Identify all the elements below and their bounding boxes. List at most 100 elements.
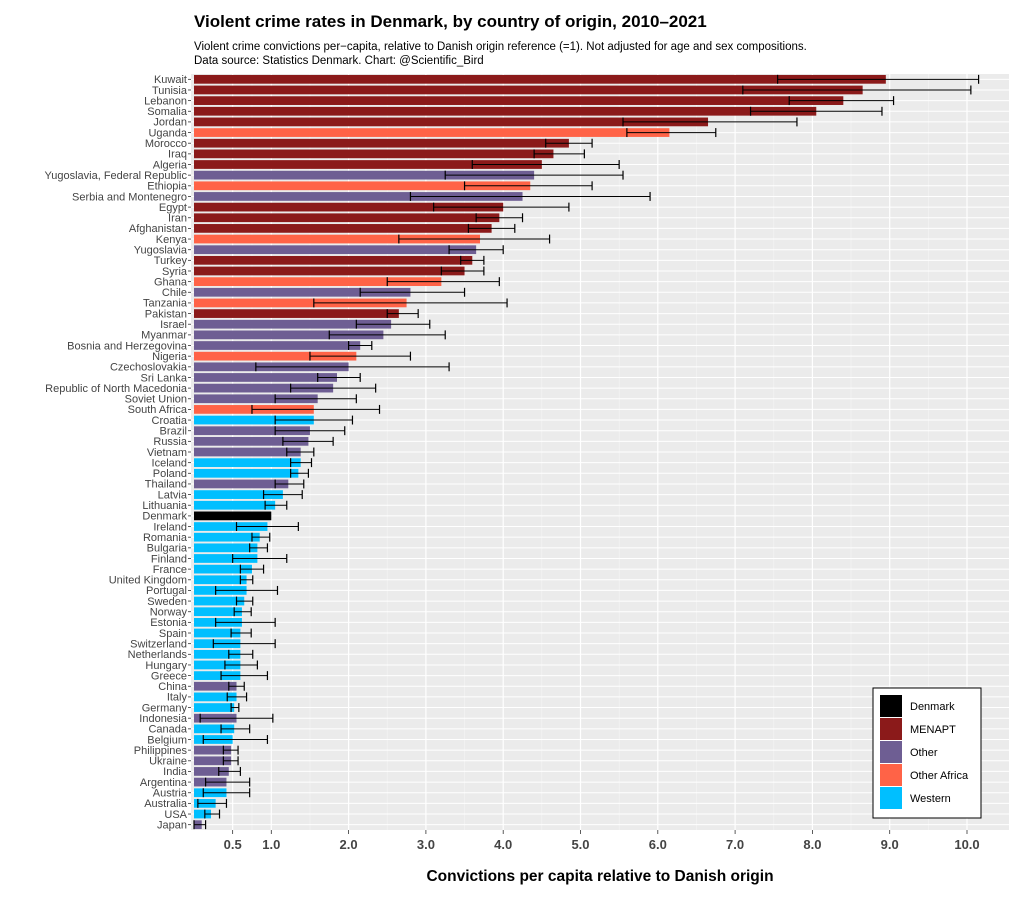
bar-germany — [194, 703, 235, 712]
y-tick-label: Turkey — [154, 255, 188, 267]
y-tick-label: United Kingdom — [109, 575, 187, 587]
y-tick-label: South Africa — [128, 404, 188, 416]
bar-ghana — [194, 277, 442, 286]
y-tick-label: Lebanon — [144, 95, 187, 107]
y-tick-label: Israel — [160, 319, 187, 331]
bar-chile — [194, 287, 411, 297]
y-tick-label: Denmark — [142, 511, 187, 523]
y-tick-label: Soviet Union — [125, 394, 187, 406]
bar-pakistan — [194, 309, 399, 318]
y-tick-label: Russia — [153, 436, 188, 448]
x-tick-label: 3.0 — [417, 837, 435, 852]
y-tick-label: India — [163, 766, 188, 778]
bar-romania — [194, 532, 260, 542]
y-tick-label: Iraq — [168, 149, 187, 161]
legend-label: MENAPT — [910, 724, 956, 736]
y-tick-label: Nigeria — [152, 351, 188, 363]
y-tick-label: Pakistan — [145, 308, 187, 320]
y-tick-label: Portugal — [146, 585, 187, 597]
bar-somalia — [194, 106, 817, 116]
bar-morocco — [194, 138, 569, 148]
y-tick-label: Lithuania — [142, 500, 188, 512]
y-tick-label: Thailand — [145, 479, 187, 491]
bar-thailand — [194, 479, 289, 489]
y-tick-label: Iceland — [152, 457, 187, 469]
y-tick-label: Philippines — [134, 745, 188, 757]
y-tick-label: Romania — [143, 532, 188, 544]
bar-yugoslavia — [194, 245, 477, 255]
bar-netherlands — [194, 649, 241, 659]
bar-nigeria — [194, 351, 357, 361]
y-tick-label: Ireland — [153, 521, 187, 533]
x-tick-label: 10.0 — [954, 837, 979, 852]
bar-india — [194, 767, 229, 776]
y-tick-label: Italy — [167, 692, 188, 704]
y-tick-label: Ukraine — [149, 756, 187, 768]
y-tick-label: Austria — [153, 788, 188, 800]
y-tick-label: USA — [164, 809, 187, 821]
y-tick-label: Czechoslovakia — [110, 362, 188, 374]
bar-hungary — [194, 660, 241, 670]
y-tick-label: Ghana — [154, 276, 188, 288]
legend-key-western — [880, 787, 902, 809]
legend-key-other-africa — [880, 764, 902, 786]
y-tick-label: Estonia — [150, 617, 188, 629]
y-tick-label: Vietnam — [147, 447, 187, 459]
bar-norway — [194, 607, 242, 617]
bar-ireland — [194, 522, 268, 531]
x-tick-label: 0.5 — [224, 837, 242, 852]
x-tick-label: 5.0 — [571, 837, 589, 852]
bar-kenya — [194, 234, 481, 244]
bar-iraq — [194, 149, 554, 159]
y-tick-label: Bulgaria — [147, 543, 188, 555]
y-tick-label: Algeria — [153, 159, 188, 171]
y-tick-label: Kenya — [156, 234, 188, 246]
bar-italy — [194, 692, 237, 702]
y-tick-label: Jordan — [153, 117, 187, 129]
bar-usa — [194, 809, 212, 819]
y-tick-label: Hungary — [145, 660, 187, 672]
y-tick-label: Iran — [168, 213, 187, 225]
bar-bulgaria — [194, 543, 258, 553]
bar-brazil — [194, 426, 310, 436]
bar-uganda — [194, 128, 670, 137]
y-tick-label: Norway — [150, 607, 188, 619]
y-tick-label: Canada — [148, 724, 187, 736]
y-tick-label: Germany — [142, 702, 188, 714]
y-tick-label: Egypt — [159, 202, 187, 214]
chart-title: Violent crime rates in Denmark, by count… — [194, 12, 707, 31]
bar-republic-of-north-macedonia — [194, 383, 334, 393]
y-tick-label: Morocco — [145, 138, 187, 150]
bar-sri-lanka — [194, 373, 338, 382]
bar-sweden — [194, 596, 245, 606]
x-tick-label: 6.0 — [649, 837, 667, 852]
x-tick-label: 2.0 — [340, 837, 358, 852]
y-tick-label: Sri Lanka — [141, 372, 188, 384]
bar-yugoslavia-federal-republic — [194, 170, 535, 180]
legend-key-menapt — [880, 718, 902, 740]
bar-ethiopia — [194, 181, 531, 191]
bar-lithuania — [194, 500, 276, 510]
bar-china — [194, 681, 237, 691]
legend-label: Other Africa — [910, 770, 969, 782]
y-tick-label: Tanzania — [143, 298, 188, 310]
y-tick-label: Japan — [157, 819, 187, 831]
legend-label: Western — [910, 793, 951, 805]
x-axis-label: Convictions per capita relative to Danis… — [426, 868, 774, 885]
y-tick-label: Sweden — [147, 596, 187, 608]
y-tick-label: Yugoslavia, Federal Republic — [45, 170, 188, 182]
x-tick-label: 9.0 — [881, 837, 899, 852]
legend-label: Denmark — [910, 701, 955, 713]
bar-canada — [194, 724, 235, 734]
y-tick-label: Republic of North Macedonia — [45, 383, 188, 395]
y-tick-label: Syria — [162, 266, 188, 278]
legend-key-denmark — [880, 695, 902, 717]
y-tick-label: Tunisia — [152, 85, 188, 97]
bar-jordan — [194, 117, 709, 127]
bar-russia — [194, 436, 309, 446]
y-tick-label: Belgium — [147, 734, 187, 746]
bar-finland — [194, 554, 258, 563]
bar-iran — [194, 213, 500, 223]
y-tick-label: Argentina — [140, 777, 188, 789]
